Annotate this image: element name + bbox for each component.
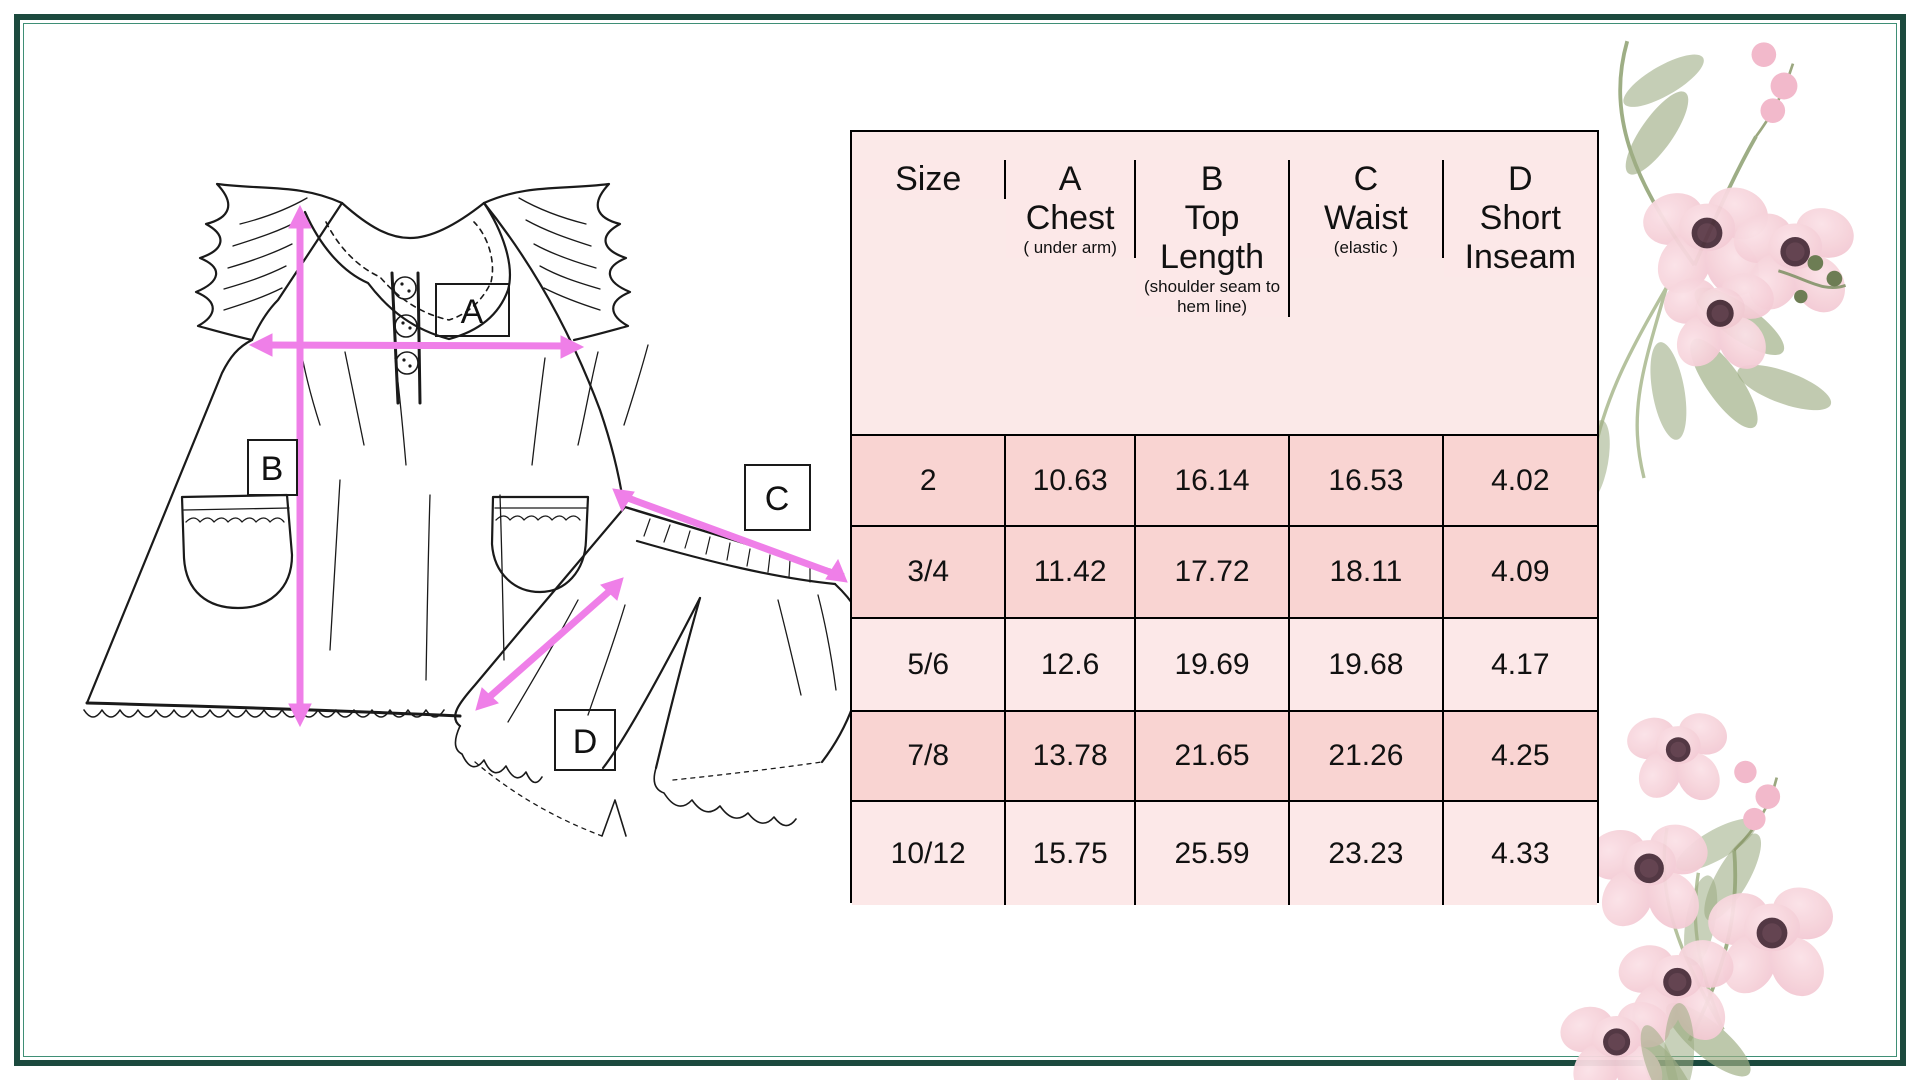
svg-text:D: D — [573, 723, 598, 761]
svg-text:A: A — [461, 293, 484, 331]
svg-text:C: C — [765, 480, 790, 518]
svg-text:B: B — [261, 450, 284, 488]
